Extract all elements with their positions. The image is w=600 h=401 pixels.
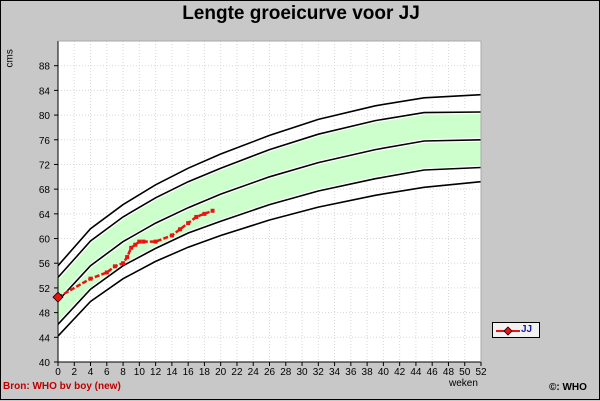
data-point [194, 214, 199, 219]
source-note: Bron: WHO bv boy (new) [3, 381, 121, 392]
data-point [88, 276, 93, 281]
x-tick-label: 4 [88, 367, 94, 378]
x-tick-label: 20 [215, 367, 227, 378]
x-tick-label: 8 [120, 367, 126, 378]
x-tick-label: 32 [313, 367, 325, 378]
y-tick-label: 60 [39, 235, 51, 246]
x-tick-label: 42 [394, 367, 406, 378]
normal-range-band [58, 112, 481, 325]
curve-sd-minus3 [57, 180, 482, 337]
x-tick-label: 50 [459, 367, 471, 378]
x-tick-label: 0 [55, 367, 61, 378]
legend-marker-icon [496, 326, 520, 336]
x-tick-label: 22 [231, 367, 243, 378]
x-tick-label: 40 [378, 367, 390, 378]
data-point [137, 239, 142, 244]
x-tick-label: 18 [199, 367, 211, 378]
y-tick-label: 68 [39, 185, 51, 196]
x-tick-label: 46 [427, 367, 439, 378]
y-tick-label: 72 [39, 160, 51, 171]
data-point [202, 211, 207, 216]
x-tick-label: 26 [264, 367, 276, 378]
x-tick-label: 2 [71, 367, 77, 378]
y-tick-label: 52 [39, 284, 51, 295]
y-tick-label: 64 [39, 210, 51, 221]
curve-median [57, 139, 482, 302]
data-point [169, 233, 174, 238]
data-point [125, 255, 130, 260]
curve-sd-plus3 [57, 93, 482, 267]
data-point [133, 242, 138, 247]
data-point [121, 261, 126, 266]
data-point [104, 270, 109, 275]
legend-label: JJ [521, 324, 533, 335]
x-tick-label: 16 [183, 367, 195, 378]
y-tick-label: 84 [39, 86, 51, 97]
copyright-note: ©: WHO [549, 382, 587, 393]
data-point [186, 221, 191, 226]
data-point [141, 239, 146, 244]
data-point [178, 227, 183, 232]
y-tick-label: 88 [39, 62, 51, 73]
data-point [210, 208, 215, 213]
y-tick-label: 48 [39, 309, 51, 320]
curve-sd-plus2 [57, 111, 482, 278]
x-tick-label: 10 [134, 367, 146, 378]
data-point [52, 291, 64, 303]
x-tick-label: 44 [410, 367, 422, 378]
y-tick-label: 76 [39, 136, 51, 147]
x-tick-label: 30 [296, 367, 308, 378]
x-tick-label: 12 [150, 367, 162, 378]
x-tick-label: 6 [104, 367, 110, 378]
x-tick-label: 24 [248, 367, 260, 378]
x-tick-label: 38 [362, 367, 374, 378]
x-tick-label: 28 [280, 367, 292, 378]
x-tick-label: 14 [166, 367, 178, 378]
x-tick-label: 48 [443, 367, 455, 378]
data-point [112, 264, 117, 269]
y-axis-label: cms [4, 49, 16, 68]
curve-sd-minus2 [57, 166, 482, 325]
legend: JJ [492, 322, 540, 338]
x-tick-label: 34 [329, 367, 341, 378]
data-point [153, 239, 158, 244]
y-tick-label: 44 [39, 333, 51, 344]
y-tick-label: 40 [39, 358, 51, 369]
y-tick-label: 80 [39, 111, 51, 122]
x-tick-label: 36 [345, 367, 357, 378]
data-point [129, 245, 134, 250]
x-tick-label: 52 [475, 367, 487, 378]
chart-title: Lengte groeicurve voor JJ [182, 3, 420, 24]
y-tick-label: 56 [39, 259, 51, 270]
x-axis-label: weken [449, 378, 478, 389]
